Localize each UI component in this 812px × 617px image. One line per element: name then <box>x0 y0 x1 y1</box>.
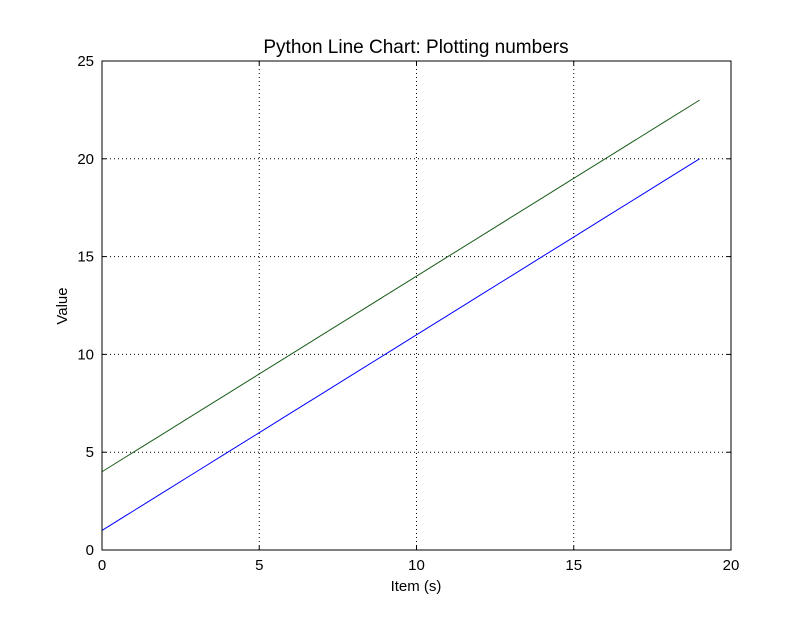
x-tick-label: 10 <box>408 557 425 574</box>
x-tick-label: 5 <box>255 557 263 574</box>
y-tick-label: 20 <box>77 151 94 168</box>
chart-title: Python Line Chart: Plotting numbers <box>263 37 568 58</box>
x-tick-label: 15 <box>565 557 582 574</box>
x-axis-label: Item (s) <box>391 578 442 595</box>
y-tick-label: 0 <box>86 542 94 559</box>
y-axis-label: Value <box>54 287 71 324</box>
grid <box>102 61 731 550</box>
x-tick-label: 0 <box>98 557 106 574</box>
x-tick-label: 20 <box>723 557 740 574</box>
series-lines <box>101 99 700 531</box>
y-tick-label: 25 <box>77 53 94 70</box>
y-tick-label: 5 <box>86 444 94 461</box>
series-line-2 <box>101 99 700 473</box>
series-line-1 <box>101 158 700 531</box>
y-tick-label: 15 <box>77 249 94 266</box>
axis-ticks: 0 5 10 15 20 0 5 10 15 20 25 <box>77 53 739 574</box>
y-tick-label: 10 <box>77 346 94 363</box>
